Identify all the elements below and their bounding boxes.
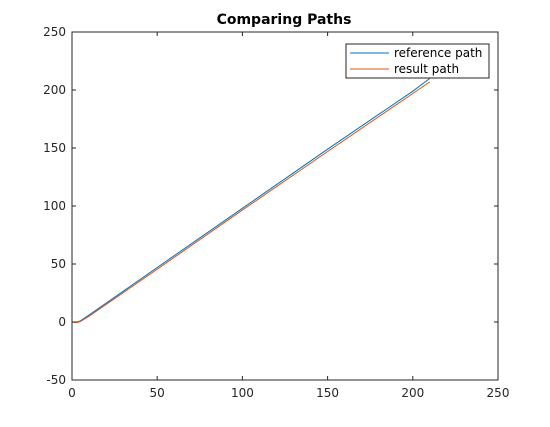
series-line-2: [71, 81, 431, 324]
y-tick-label: 100: [43, 199, 66, 213]
legend-box: [345, 43, 490, 79]
x-tick-label: 200: [401, 386, 424, 400]
chart-title: Comparing Paths: [217, 12, 352, 28]
x-tick-label: 50: [150, 386, 165, 400]
y-tick-label: 150: [43, 141, 66, 155]
series-line-1: [72, 77, 431, 323]
y-tick-label: 250: [43, 25, 66, 39]
y-tick-label: 50: [51, 257, 66, 271]
x-tick-label: 150: [316, 386, 339, 400]
legend-label: reference path: [394, 46, 482, 60]
legend-label: result path: [394, 62, 459, 76]
x-tick-label: 100: [231, 386, 254, 400]
y-tick-label: 200: [43, 83, 66, 97]
y-tick-label: -50: [46, 373, 66, 387]
plot-area: [72, 32, 498, 380]
y-tick-label: 0: [58, 315, 66, 329]
x-tick-label: 0: [68, 386, 76, 400]
x-tick-label: 250: [487, 386, 510, 400]
legend: reference path result path: [345, 43, 490, 79]
series-layer: [71, 77, 431, 324]
